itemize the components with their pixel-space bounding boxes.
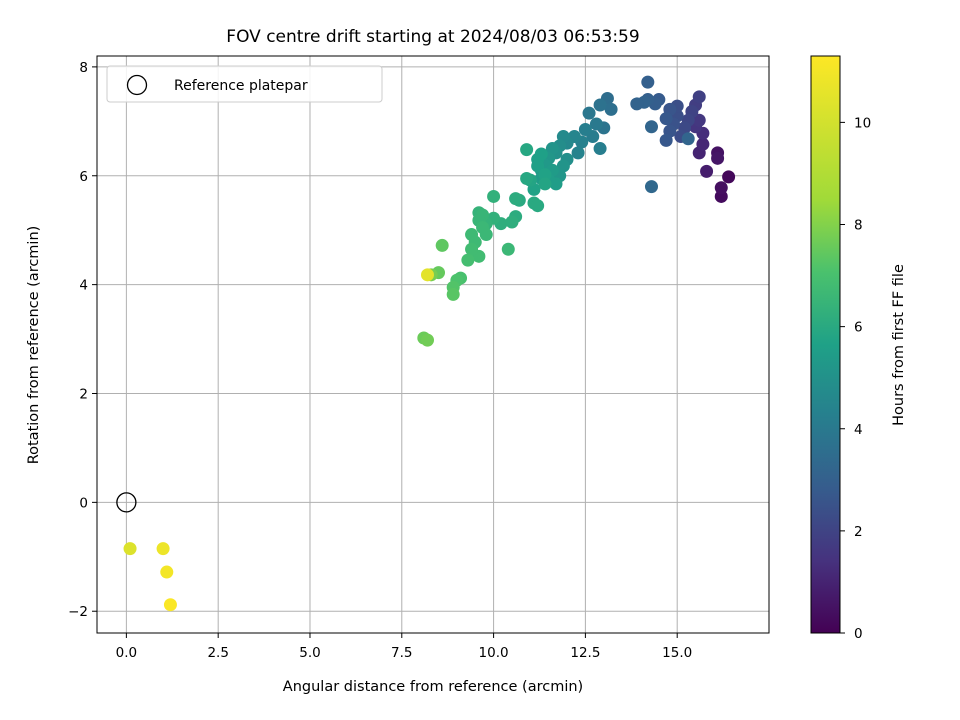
y-tick-label: −2 [68, 604, 88, 620]
y-axis-label: Rotation from reference (arcmin) [26, 226, 42, 465]
data-point [420, 268, 434, 282]
colorbar: 0 2 4 6 8 10 Hours from first FF file [810, 55, 907, 642]
data-point [538, 168, 552, 182]
data-point [501, 242, 515, 256]
data-point [659, 112, 673, 126]
y-tick-label: 8 [79, 60, 88, 76]
data-point [582, 106, 596, 120]
data-point [692, 113, 706, 127]
data-point [644, 120, 658, 134]
colorbar-tick-label: 0 [854, 626, 863, 642]
x-axis-ticks: 0.0 2.5 5.0 7.5 10.0 12.5 15.0 [116, 633, 692, 661]
x-tick-label: 15.0 [662, 645, 692, 661]
data-point [163, 598, 177, 612]
data-point [722, 170, 736, 184]
data-point [531, 159, 545, 173]
colorbar-ticks: 0 2 4 6 8 10 [840, 115, 871, 642]
x-axis-label: Angular distance from reference (arcmin) [283, 679, 583, 695]
y-tick-label: 4 [79, 278, 88, 294]
data-point [593, 98, 607, 112]
data-point [531, 199, 545, 213]
legend: Reference platepar [106, 65, 383, 103]
data-point [644, 180, 658, 194]
legend-marker [126, 74, 148, 96]
y-tick-label: 0 [79, 495, 88, 511]
chart-title: FOV centre drift starting at 2024/08/03 … [226, 27, 639, 47]
data-point [659, 133, 673, 147]
data-point [641, 75, 655, 89]
data-point [465, 242, 479, 256]
data-point [476, 220, 490, 234]
data-point [711, 151, 725, 165]
data-point [160, 565, 174, 579]
data-point [692, 90, 706, 104]
colorbar-tick-label: 6 [854, 320, 863, 336]
data-point [545, 142, 559, 156]
y-tick-label: 2 [79, 386, 88, 402]
colorbar-tick-label: 10 [854, 115, 871, 131]
x-tick-label: 5.0 [299, 645, 320, 661]
data-point [487, 189, 501, 203]
data-point [156, 542, 170, 556]
data-point [420, 333, 434, 347]
data-point [556, 159, 570, 173]
data-point [446, 287, 460, 301]
legend-entry-reference-platepar: Reference platepar [174, 78, 308, 94]
data-point [700, 164, 714, 178]
data-point [435, 238, 449, 252]
data-point [681, 132, 695, 146]
y-axis-ticks: −2 0 2 4 6 8 [68, 60, 97, 620]
data-point [505, 215, 519, 229]
data-point [509, 192, 523, 206]
x-tick-label: 12.5 [570, 645, 600, 661]
data-point [123, 542, 137, 556]
y-tick-label: 6 [79, 169, 88, 185]
x-tick-label: 2.5 [207, 645, 228, 661]
data-points [123, 75, 736, 612]
x-tick-label: 0.0 [116, 645, 137, 661]
data-point [589, 117, 603, 131]
reference-marker [116, 492, 137, 513]
data-point [538, 177, 552, 191]
grid-lines [97, 56, 769, 633]
colorbar-label: Hours from first FF file [891, 264, 907, 426]
colorbar-tick-label: 8 [854, 218, 863, 234]
data-point [714, 181, 728, 195]
data-point [604, 102, 618, 116]
x-tick-label: 10.0 [479, 645, 509, 661]
plot-frame [96, 55, 770, 634]
x-tick-label: 7.5 [391, 645, 412, 661]
data-point [534, 147, 548, 161]
data-point [571, 146, 585, 160]
data-point [630, 97, 644, 111]
colorbar-gradient [810, 55, 841, 634]
data-point [578, 122, 592, 136]
data-point [593, 142, 607, 156]
colorbar-tick-label: 4 [854, 422, 863, 438]
colorbar-tick-label: 2 [854, 524, 863, 540]
legend-box [106, 65, 383, 103]
data-point [696, 137, 710, 151]
data-point [461, 253, 475, 267]
data-point [520, 171, 534, 185]
data-point [520, 143, 534, 157]
